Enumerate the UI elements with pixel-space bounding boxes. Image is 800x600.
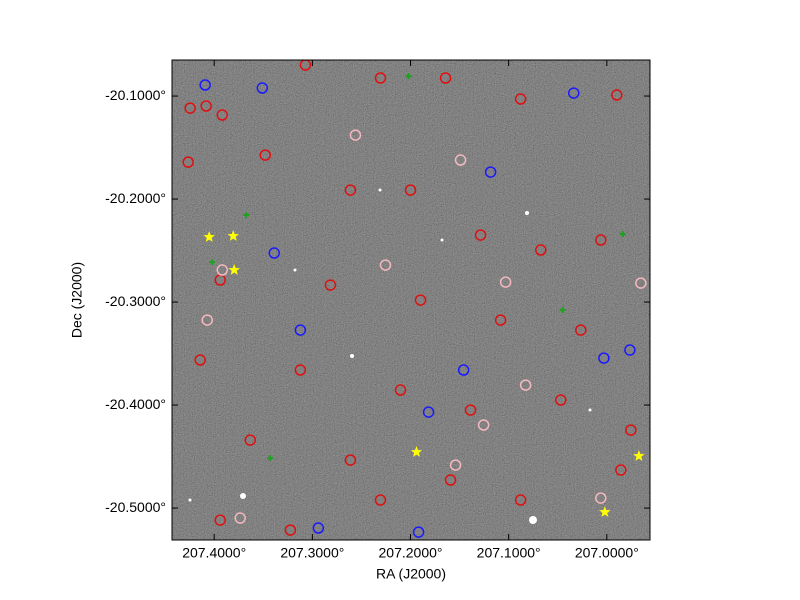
source-circle — [595, 234, 607, 246]
source-circle — [374, 72, 387, 84]
source-circle — [244, 434, 256, 446]
source-circle — [199, 79, 211, 91]
source-circle — [595, 492, 607, 504]
source-circle — [268, 247, 281, 259]
source-circle — [499, 276, 512, 288]
source-circle — [439, 72, 452, 84]
source-circle — [611, 89, 623, 101]
source-circle — [182, 156, 194, 168]
source-circle — [404, 184, 417, 196]
source-star — [228, 264, 240, 275]
source-cross — [559, 307, 566, 314]
source-circle — [324, 279, 337, 291]
source-circle — [519, 379, 532, 391]
source-circle — [615, 464, 627, 476]
source-circle — [259, 149, 271, 161]
source-circle — [575, 324, 587, 336]
x-tick-label: 207.2000° — [379, 545, 443, 561]
source-circle — [412, 526, 425, 538]
source-circle — [484, 166, 497, 178]
source-circle — [216, 109, 229, 121]
x-tick-label: 207.3000° — [280, 545, 344, 561]
source-circle — [284, 524, 297, 536]
source-circle — [624, 344, 636, 356]
source-cross — [405, 73, 412, 80]
source-circle — [201, 314, 213, 326]
source-circle — [454, 154, 467, 166]
y-tick-label: -20.1000° — [105, 87, 166, 103]
source-circle — [184, 102, 196, 114]
source-cross — [267, 455, 274, 462]
source-cross — [209, 259, 216, 266]
y-tick-label: -20.4000° — [105, 396, 166, 412]
source-circle — [414, 294, 427, 306]
y-tick-label: -20.2000° — [105, 190, 166, 206]
source-star — [599, 506, 611, 517]
source-circle — [379, 259, 392, 271]
source-circle — [494, 314, 507, 326]
source-circle — [598, 352, 610, 364]
bright-sources — [188, 188, 592, 524]
x-axis-label: RA (J2000) — [376, 566, 446, 582]
source-star — [227, 230, 239, 241]
source-circle — [216, 264, 229, 276]
source-circle — [394, 384, 407, 396]
source-circle — [256, 82, 269, 94]
x-tick-label: 207.4000° — [182, 545, 246, 561]
sky-noise — [172, 60, 650, 540]
source-circle — [312, 522, 325, 534]
source-star — [410, 446, 423, 457]
source-circle — [474, 229, 487, 241]
source-circle — [457, 364, 470, 376]
source-circle — [464, 404, 477, 416]
source-cross — [619, 231, 626, 238]
source-circle — [374, 494, 387, 506]
source-circle — [344, 184, 357, 196]
source-circle — [477, 419, 490, 431]
source-circle — [555, 394, 567, 406]
source-circle — [349, 129, 362, 141]
source-circle — [449, 459, 462, 471]
source-star — [203, 231, 215, 242]
source-circle — [422, 406, 435, 418]
source-circle — [344, 454, 357, 466]
x-tick-label: 207.1000° — [477, 545, 541, 561]
source-circle — [635, 277, 647, 289]
source-circle — [294, 364, 307, 376]
y-tick-label: -20.3000° — [105, 293, 166, 309]
y-axis-label: Dec (J2000) — [69, 262, 85, 338]
source-cross — [243, 212, 250, 219]
source-circle — [214, 514, 226, 526]
source-circle — [234, 512, 246, 524]
source-circle — [567, 87, 580, 99]
source-circle — [294, 324, 307, 336]
source-circle — [200, 100, 212, 112]
source-circle — [514, 494, 527, 506]
source-circle — [535, 244, 547, 256]
y-tick-label: -20.5000° — [105, 499, 166, 515]
source-circle — [625, 424, 637, 436]
source-star — [633, 450, 645, 461]
source-circle — [194, 354, 206, 366]
source-circle — [444, 474, 457, 486]
x-tick-label: 207.0000° — [575, 545, 639, 561]
source-circle — [514, 93, 527, 105]
